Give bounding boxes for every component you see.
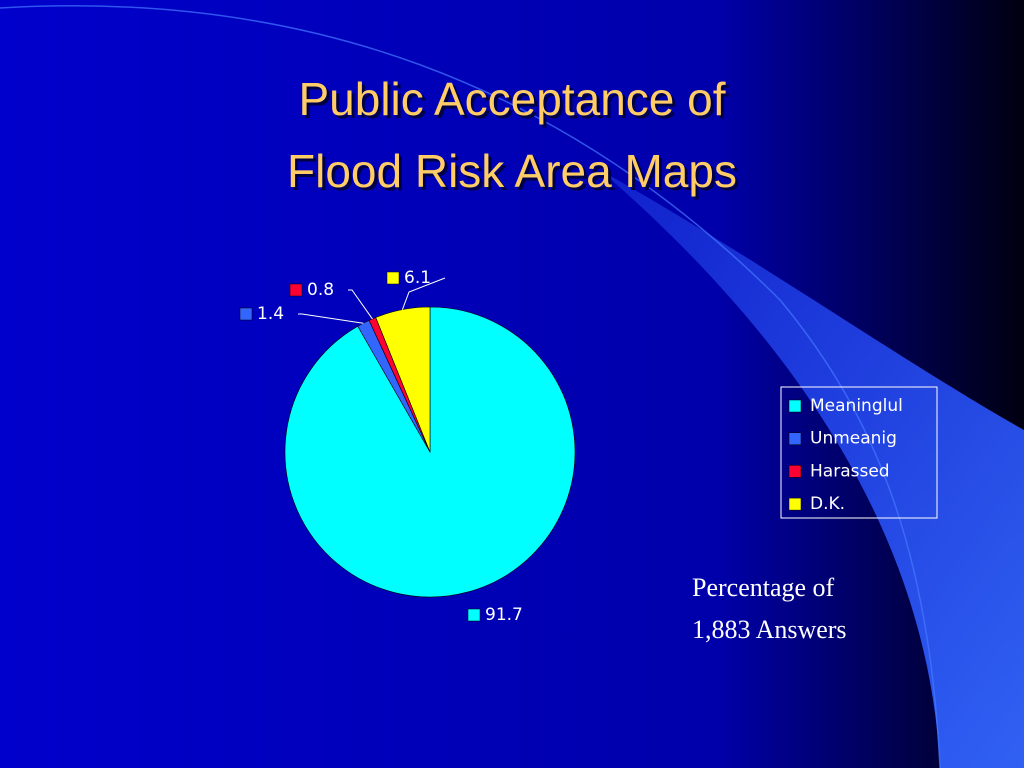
data-label: 0.8 [307, 280, 334, 300]
annotation: Percentage of 1,883 Answers [692, 573, 847, 644]
decor-swoosh [600, 170, 1024, 768]
title-line: Public Acceptance of [298, 73, 725, 125]
legend-swatch [788, 497, 802, 511]
leader-line [348, 289, 373, 320]
leader-line [298, 313, 364, 324]
decor-curve [0, 5, 941, 768]
legend-label: D.K. [810, 494, 845, 514]
legend-label: Meaninglul [810, 396, 903, 416]
legend-box [780, 386, 938, 519]
legend-swatch [788, 432, 802, 445]
title-line: Flood Risk Area Maps [287, 145, 737, 197]
leader-line [401, 277, 446, 310]
data-label: 91.7 [485, 605, 523, 625]
legend: Meaninglul Unmeanig Harassed D.K. [788, 396, 903, 514]
data-label: 6.1 [404, 268, 431, 288]
label-key [289, 283, 303, 297]
legend-label: Unmeanig [810, 429, 897, 449]
data-label: 1.4 [257, 304, 284, 324]
annotation-line: Percentage of [692, 573, 835, 602]
title-shadow: Flood Risk Area Maps [290, 148, 740, 200]
pie-chart: 91.7 1.4 0.8 6.1 [239, 268, 576, 625]
label-key [239, 307, 253, 321]
annotation-line: 1,883 Answers [692, 615, 847, 644]
legend-label: Harassed [810, 461, 890, 481]
label-key [386, 271, 400, 285]
legend-swatch [788, 465, 802, 478]
title-shadow: Public Acceptance of [301, 76, 728, 128]
legend-swatch [788, 399, 802, 413]
label-key [467, 608, 481, 622]
